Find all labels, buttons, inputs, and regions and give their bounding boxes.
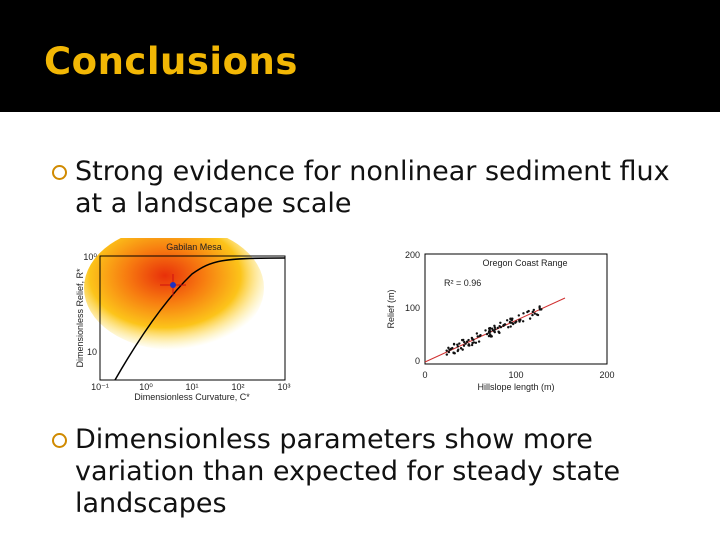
- figure-title: Oregon Coast Range: [482, 258, 567, 268]
- scatter-dot: [512, 322, 515, 326]
- tick-label: 0: [415, 356, 420, 366]
- bullet-text: variation than expected for steady state: [75, 456, 621, 487]
- scatter-dot: [447, 350, 451, 354]
- figure: Gabilan Mesa Dimensionless Curvature, C*…: [75, 238, 291, 402]
- scatter-dot: [467, 338, 470, 342]
- bullet-text: at a landscape scale: [75, 188, 352, 219]
- scatter-dot: [518, 320, 521, 323]
- scatter-dot: [447, 346, 450, 350]
- scatter-dot: [464, 342, 467, 345]
- bullet-text: Dimensionless parameters show more: [75, 424, 593, 455]
- tick-label: 10: [87, 347, 97, 357]
- y-label: Relief (m): [386, 289, 396, 328]
- scatter-dot: [463, 340, 466, 344]
- scatter-dot: [498, 324, 501, 328]
- scatter-dot: [467, 343, 471, 346]
- tick-label: 100: [405, 303, 420, 313]
- bullet-marker: [52, 433, 67, 448]
- scatter-dot: [461, 348, 464, 351]
- scatter-dot: [508, 320, 512, 324]
- scatter-dot: [491, 328, 495, 332]
- tick-label: 200: [405, 250, 420, 260]
- scatter-dot: [522, 312, 525, 315]
- scatter-dot: [478, 334, 481, 338]
- scatter-dot: [531, 310, 535, 314]
- scatter-dot: [489, 333, 492, 336]
- y-label: Dimensionless Relief, R*: [75, 268, 85, 368]
- scatter-dot: [448, 348, 451, 351]
- scatter-dot: [459, 347, 463, 350]
- scatter-dot: [470, 343, 474, 347]
- scatter-dot: [458, 342, 461, 345]
- point: [170, 282, 176, 288]
- scatter-dot: [511, 317, 514, 320]
- scatter-dot: [477, 340, 481, 343]
- scatter-dot: [456, 345, 460, 348]
- scatter-dot: [531, 313, 534, 317]
- scatter-dot: [499, 321, 502, 324]
- scatter-dot: [487, 327, 491, 330]
- scatter-dot: [517, 314, 521, 317]
- figure-title: Gabilan Mesa: [166, 242, 222, 252]
- scatter-dot: [507, 326, 510, 329]
- scatter-dot: [456, 349, 459, 353]
- figure: Oregon Coast Range R² = 0.96 Hillslope l…: [386, 250, 615, 392]
- bullet-text: Strong evidence for nonlinear sediment f…: [75, 156, 670, 187]
- scatter-dot: [471, 337, 474, 341]
- tick-label: 10⁻¹: [91, 382, 109, 392]
- scatter-dot: [475, 332, 479, 335]
- tick-label: 10⁰: [83, 252, 97, 262]
- tick-label: 10⁰: [139, 382, 153, 392]
- header-bar: Conclusions: [0, 0, 720, 112]
- tick-label: 200: [599, 370, 614, 380]
- scatter-dot: [505, 319, 509, 322]
- scatter-dot: [465, 340, 469, 343]
- annotation: R² = 0.96: [444, 278, 481, 288]
- scatter-dot: [462, 344, 466, 347]
- scatter-dot: [535, 313, 539, 316]
- scatter-dot: [476, 335, 479, 338]
- scatter-dot: [493, 330, 496, 334]
- tick-label: 0: [422, 370, 427, 380]
- scatter-dot: [532, 308, 536, 312]
- scatter-dot: [521, 320, 525, 323]
- scatter-dot: [496, 326, 499, 330]
- x-label: Hillslope length (m): [477, 382, 554, 392]
- scatter-dot: [487, 330, 491, 333]
- bullet: Strong evidence for nonlinear sediment f…: [52, 156, 670, 220]
- x-label: Dimensionless Curvature, C*: [134, 392, 250, 402]
- scatter-dot: [452, 343, 456, 346]
- tick-label: 100: [508, 370, 523, 380]
- tick-label: 10²: [231, 382, 244, 392]
- scatter-dot: [452, 351, 455, 354]
- scatter-dot: [526, 310, 529, 314]
- bullet-text: landscapes: [75, 488, 227, 519]
- slide-title: Conclusions: [44, 40, 298, 83]
- scatter-dot: [484, 329, 487, 332]
- scatter-dot: [471, 341, 474, 345]
- scatter-dot: [515, 320, 518, 323]
- scatter-dot: [490, 335, 493, 338]
- bullet-marker: [52, 165, 67, 180]
- scatter-dot: [493, 324, 496, 327]
- scatter-dot: [528, 317, 532, 320]
- curve: [114, 257, 286, 381]
- scatter-dot: [485, 332, 489, 336]
- scatter-dot: [494, 328, 497, 331]
- scatter-dot: [498, 331, 501, 335]
- scatter-dot: [503, 323, 506, 326]
- scatter-dot: [509, 325, 512, 328]
- scatter-dot: [460, 338, 464, 342]
- scatter-dot: [445, 353, 449, 356]
- scatter-dot: [474, 341, 478, 344]
- scatter-dot: [538, 308, 542, 311]
- plot-frame: [424, 253, 608, 365]
- tick-label: 10³: [277, 382, 290, 392]
- scatter-dot: [445, 349, 448, 352]
- bullet: Dimensionless parameters show more variat…: [52, 424, 620, 520]
- tick-label: 10¹: [185, 382, 198, 392]
- scatter-dot: [533, 312, 537, 315]
- plot-frame: [99, 255, 286, 381]
